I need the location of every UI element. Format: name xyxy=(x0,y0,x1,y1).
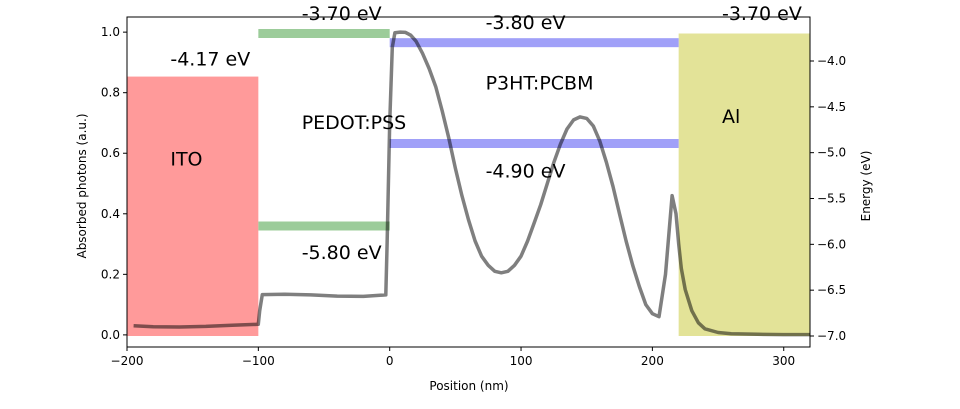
region-1 xyxy=(678,33,810,336)
energy-levels xyxy=(258,29,679,231)
x-axis: −200 −100 0 100 200 300 xyxy=(111,347,795,368)
x-tick-label: −200 xyxy=(111,354,144,368)
x-axis-label: Position (nm) xyxy=(429,379,508,393)
y-tick-label: 1.0 xyxy=(101,25,120,39)
energy-level-3 xyxy=(389,139,679,148)
y2-tick-label: −7.0 xyxy=(817,329,846,343)
y2-tick-label: −5.0 xyxy=(817,146,846,160)
y-axis-left: 0.0 0.2 0.4 0.6 0.8 1.0 xyxy=(101,25,127,342)
x-tick-label: 200 xyxy=(641,354,664,368)
y-axis-label: Absorbed photons (a.u.) xyxy=(75,113,89,258)
region-0 xyxy=(127,76,259,336)
y2-tick-label: −6.0 xyxy=(817,237,846,251)
y-tick-label: 0.4 xyxy=(101,207,120,221)
plot-frame xyxy=(126,16,811,348)
series-line-0 xyxy=(133,30,810,337)
annotation-pedot: PEDOT:PSS xyxy=(302,112,407,134)
y-tick-label: 0.0 xyxy=(101,328,120,342)
energy-level-0 xyxy=(258,29,390,38)
annotation-ito: ITO xyxy=(170,148,202,170)
y-axis-right: −7.0 −6.5 −6.0 −5.5 −5.0 −4.5 −4.0 xyxy=(810,54,846,343)
material-regions xyxy=(127,33,810,336)
x-tick-label: −100 xyxy=(242,354,275,368)
y-tick-label: 0.2 xyxy=(101,267,120,281)
x-tick-label: 100 xyxy=(510,354,533,368)
y2-axis-label: Energy (eV) xyxy=(859,151,873,222)
y-tick-label: 0.8 xyxy=(101,86,120,100)
annotation-pedot-homo: -5.80 eV xyxy=(302,242,382,264)
energy-level-2 xyxy=(389,38,679,48)
y-tick-label: 0.6 xyxy=(101,146,120,160)
x-tick-label: 300 xyxy=(772,354,795,368)
y2-tick-label: −6.5 xyxy=(817,283,846,297)
x-tick-label: 0 xyxy=(386,354,394,368)
absorption-profile xyxy=(133,30,810,337)
annotation-ito-wf: -4.17 eV xyxy=(170,48,250,70)
annotation-p3ht-lumo: -3.80 eV xyxy=(486,12,566,34)
annotation-p3ht-homo: -4.90 eV xyxy=(486,160,566,182)
annotation-p3ht: P3HT:PCBM xyxy=(486,73,594,95)
y2-tick-label: −4.5 xyxy=(817,100,846,114)
annotations: ITO -4.17 eV PEDOT:PSS -3.70 eV -5.80 eV P3HT… xyxy=(170,3,802,264)
y2-tick-label: −4.0 xyxy=(817,54,846,68)
y2-tick-label: −5.5 xyxy=(817,192,846,206)
annotation-pedot-lumo: -3.70 eV xyxy=(302,3,382,25)
energy-level-1 xyxy=(258,221,390,231)
annotation-al-wf: -3.70 eV xyxy=(722,3,802,25)
annotation-al: Al xyxy=(722,106,740,128)
